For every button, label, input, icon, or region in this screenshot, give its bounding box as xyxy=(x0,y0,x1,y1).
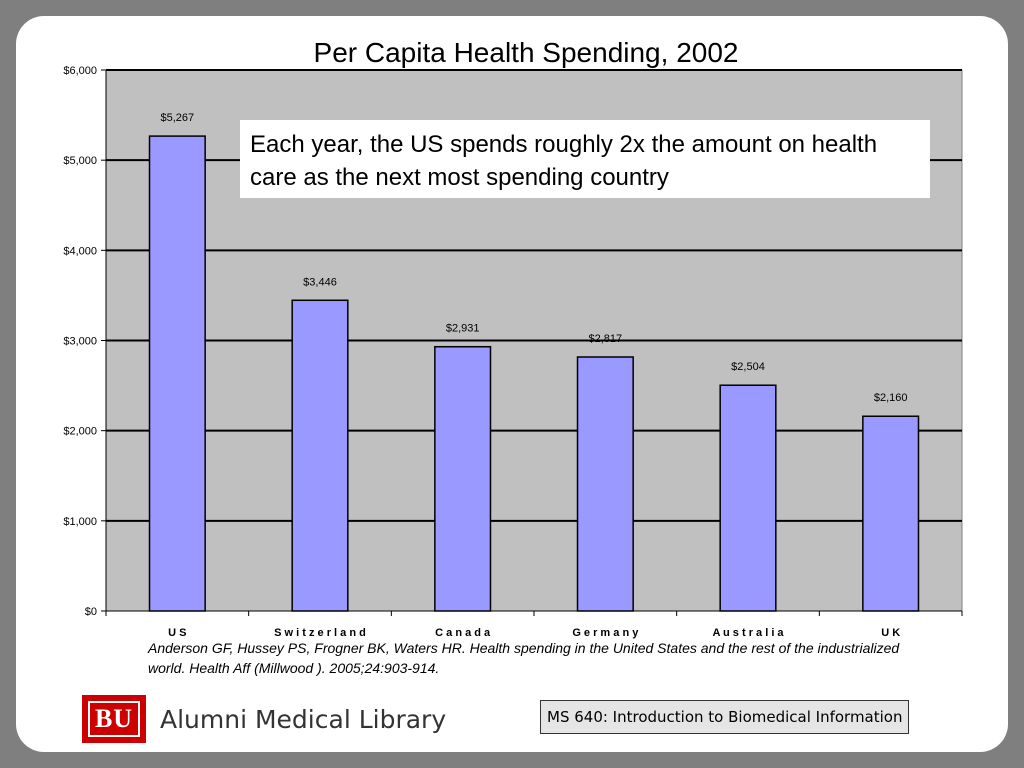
bar-australia xyxy=(719,384,777,612)
bar-canada xyxy=(434,345,492,612)
data-label: $2,160 xyxy=(874,392,908,404)
bar-germany xyxy=(576,356,634,612)
library-logo: BU Alumni Medical Library xyxy=(82,694,446,744)
bar-uk xyxy=(862,415,920,612)
bu-logo-mark: BU xyxy=(82,695,146,743)
slide: Per Capita Health Spending, 2002 $0 $1,00… xyxy=(16,16,1008,752)
y-tick-label: $2,000 xyxy=(63,426,97,438)
data-label: $2,931 xyxy=(446,323,480,335)
x-tick-label: G e r m a n y xyxy=(572,627,639,639)
y-tick-label: $3,000 xyxy=(63,336,97,348)
data-label: $5,267 xyxy=(161,112,195,124)
bar-switzerland xyxy=(291,299,349,612)
y-tick-label: $4,000 xyxy=(63,245,97,257)
y-tick-labels: $0 $1,000 $2,000 $3,000 $4,000 $5,000 $6,000 xyxy=(63,65,97,618)
bar-us xyxy=(148,135,206,612)
x-tick-label: S w i t z e r l a n d xyxy=(274,627,366,639)
x-tick-label: A u s t r a l i a xyxy=(712,627,784,639)
axes xyxy=(101,69,963,616)
library-name: Alumni Medical Library xyxy=(160,704,447,734)
data-labels: $5,267 $3,446 $2,931 $2,817 $2,504 $2,160 xyxy=(161,112,908,404)
chart-title: Per Capita Health Spending, 2002 xyxy=(314,37,739,68)
data-label: $3,446 xyxy=(303,276,337,288)
bu-logo-letters: BU xyxy=(94,704,134,733)
x-tick-label: C a n a d a xyxy=(435,627,491,639)
y-tick-label: $5,000 xyxy=(63,155,97,167)
y-tick-label: $0 xyxy=(85,606,97,618)
course-label: MS 640: Introduction to Biomedical Infor… xyxy=(540,700,910,734)
y-tick-label: $1,000 xyxy=(63,516,97,528)
bars xyxy=(148,135,920,612)
data-label: $2,504 xyxy=(731,361,765,373)
citation-text: Anderson GF, Hussey PS, Frogner BK, Wate… xyxy=(148,640,900,676)
x-tick-label: U K xyxy=(881,627,900,639)
callout-text: Each year, the US spends roughly 2x the … xyxy=(240,120,930,198)
data-label: $2,817 xyxy=(589,333,623,345)
x-tick-label: U S xyxy=(168,627,186,639)
y-tick-label: $6,000 xyxy=(63,65,97,77)
